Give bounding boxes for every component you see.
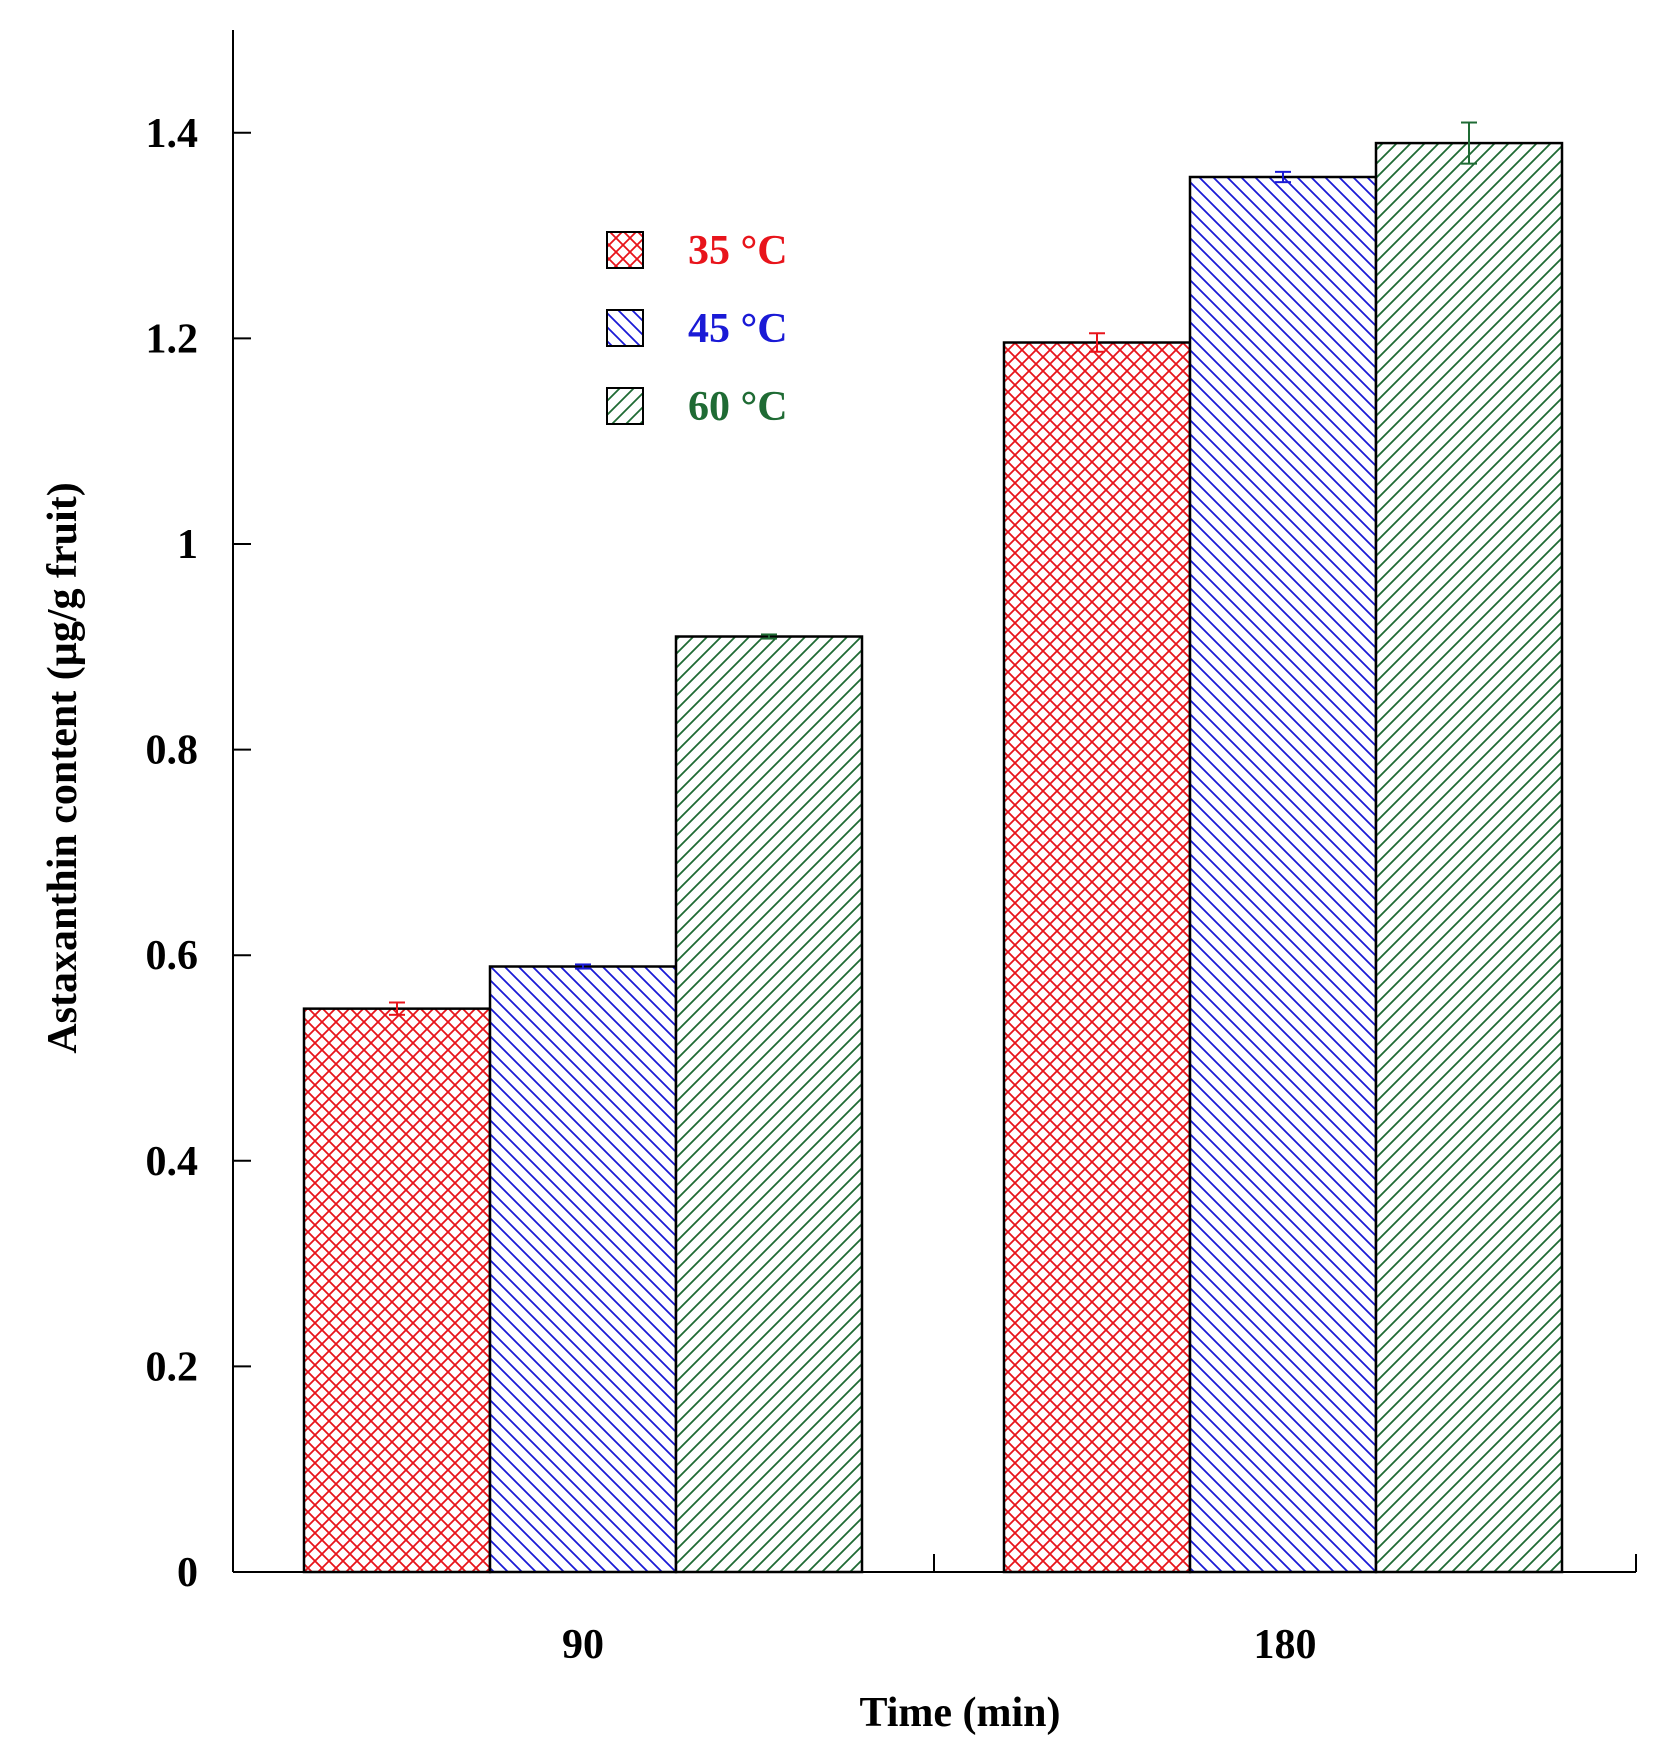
legend-swatch — [606, 387, 644, 425]
y-axis-title: Astaxanthin content (µg/g fruit) — [40, 482, 86, 1053]
bar-180-2 — [1374, 141, 1564, 1574]
error-bar — [1461, 121, 1477, 165]
y-tick-label: 0.8 — [146, 728, 199, 774]
legend-label: 35 °C — [688, 228, 788, 274]
error-bar — [761, 633, 777, 640]
bar-group — [302, 121, 1564, 1574]
x-tick-label: 180 — [1254, 1622, 1317, 1668]
legend: 35 °C 45 °C 60 °C — [606, 228, 788, 430]
y-tick-label: 0.2 — [146, 1344, 199, 1390]
bar-90-0 — [302, 1007, 492, 1574]
legend-label: 45 °C — [688, 306, 788, 352]
bar-90-1 — [488, 965, 678, 1574]
y-tick-label: 0 — [177, 1550, 198, 1596]
y-tick-label: 0.4 — [146, 1139, 199, 1185]
x-axis-title: Time (min) — [859, 1690, 1060, 1736]
x-tick-label: 90 — [562, 1622, 604, 1668]
bar-180-1 — [1188, 175, 1378, 1574]
y-tick-label: 0.6 — [146, 933, 199, 979]
y-tick-label: 1 — [177, 522, 198, 568]
legend-label: 60 °C — [688, 384, 788, 430]
error-bar — [575, 963, 591, 970]
x-axis-ticks: 90 180 — [562, 1622, 1317, 1668]
legend-swatch — [606, 309, 644, 347]
error-bar — [1275, 170, 1291, 184]
y-axis-ticks: 0 0.2 0.4 0.6 0.8 1 1.2 1.4 — [146, 111, 251, 1596]
legend-swatch — [606, 231, 644, 269]
y-tick-label: 1.4 — [146, 111, 199, 157]
error-bar — [389, 1001, 405, 1016]
error-bar — [1089, 332, 1105, 353]
bar-90-2 — [674, 635, 864, 1574]
bar-180-0 — [1002, 341, 1192, 1574]
y-tick-label: 1.2 — [146, 316, 199, 362]
